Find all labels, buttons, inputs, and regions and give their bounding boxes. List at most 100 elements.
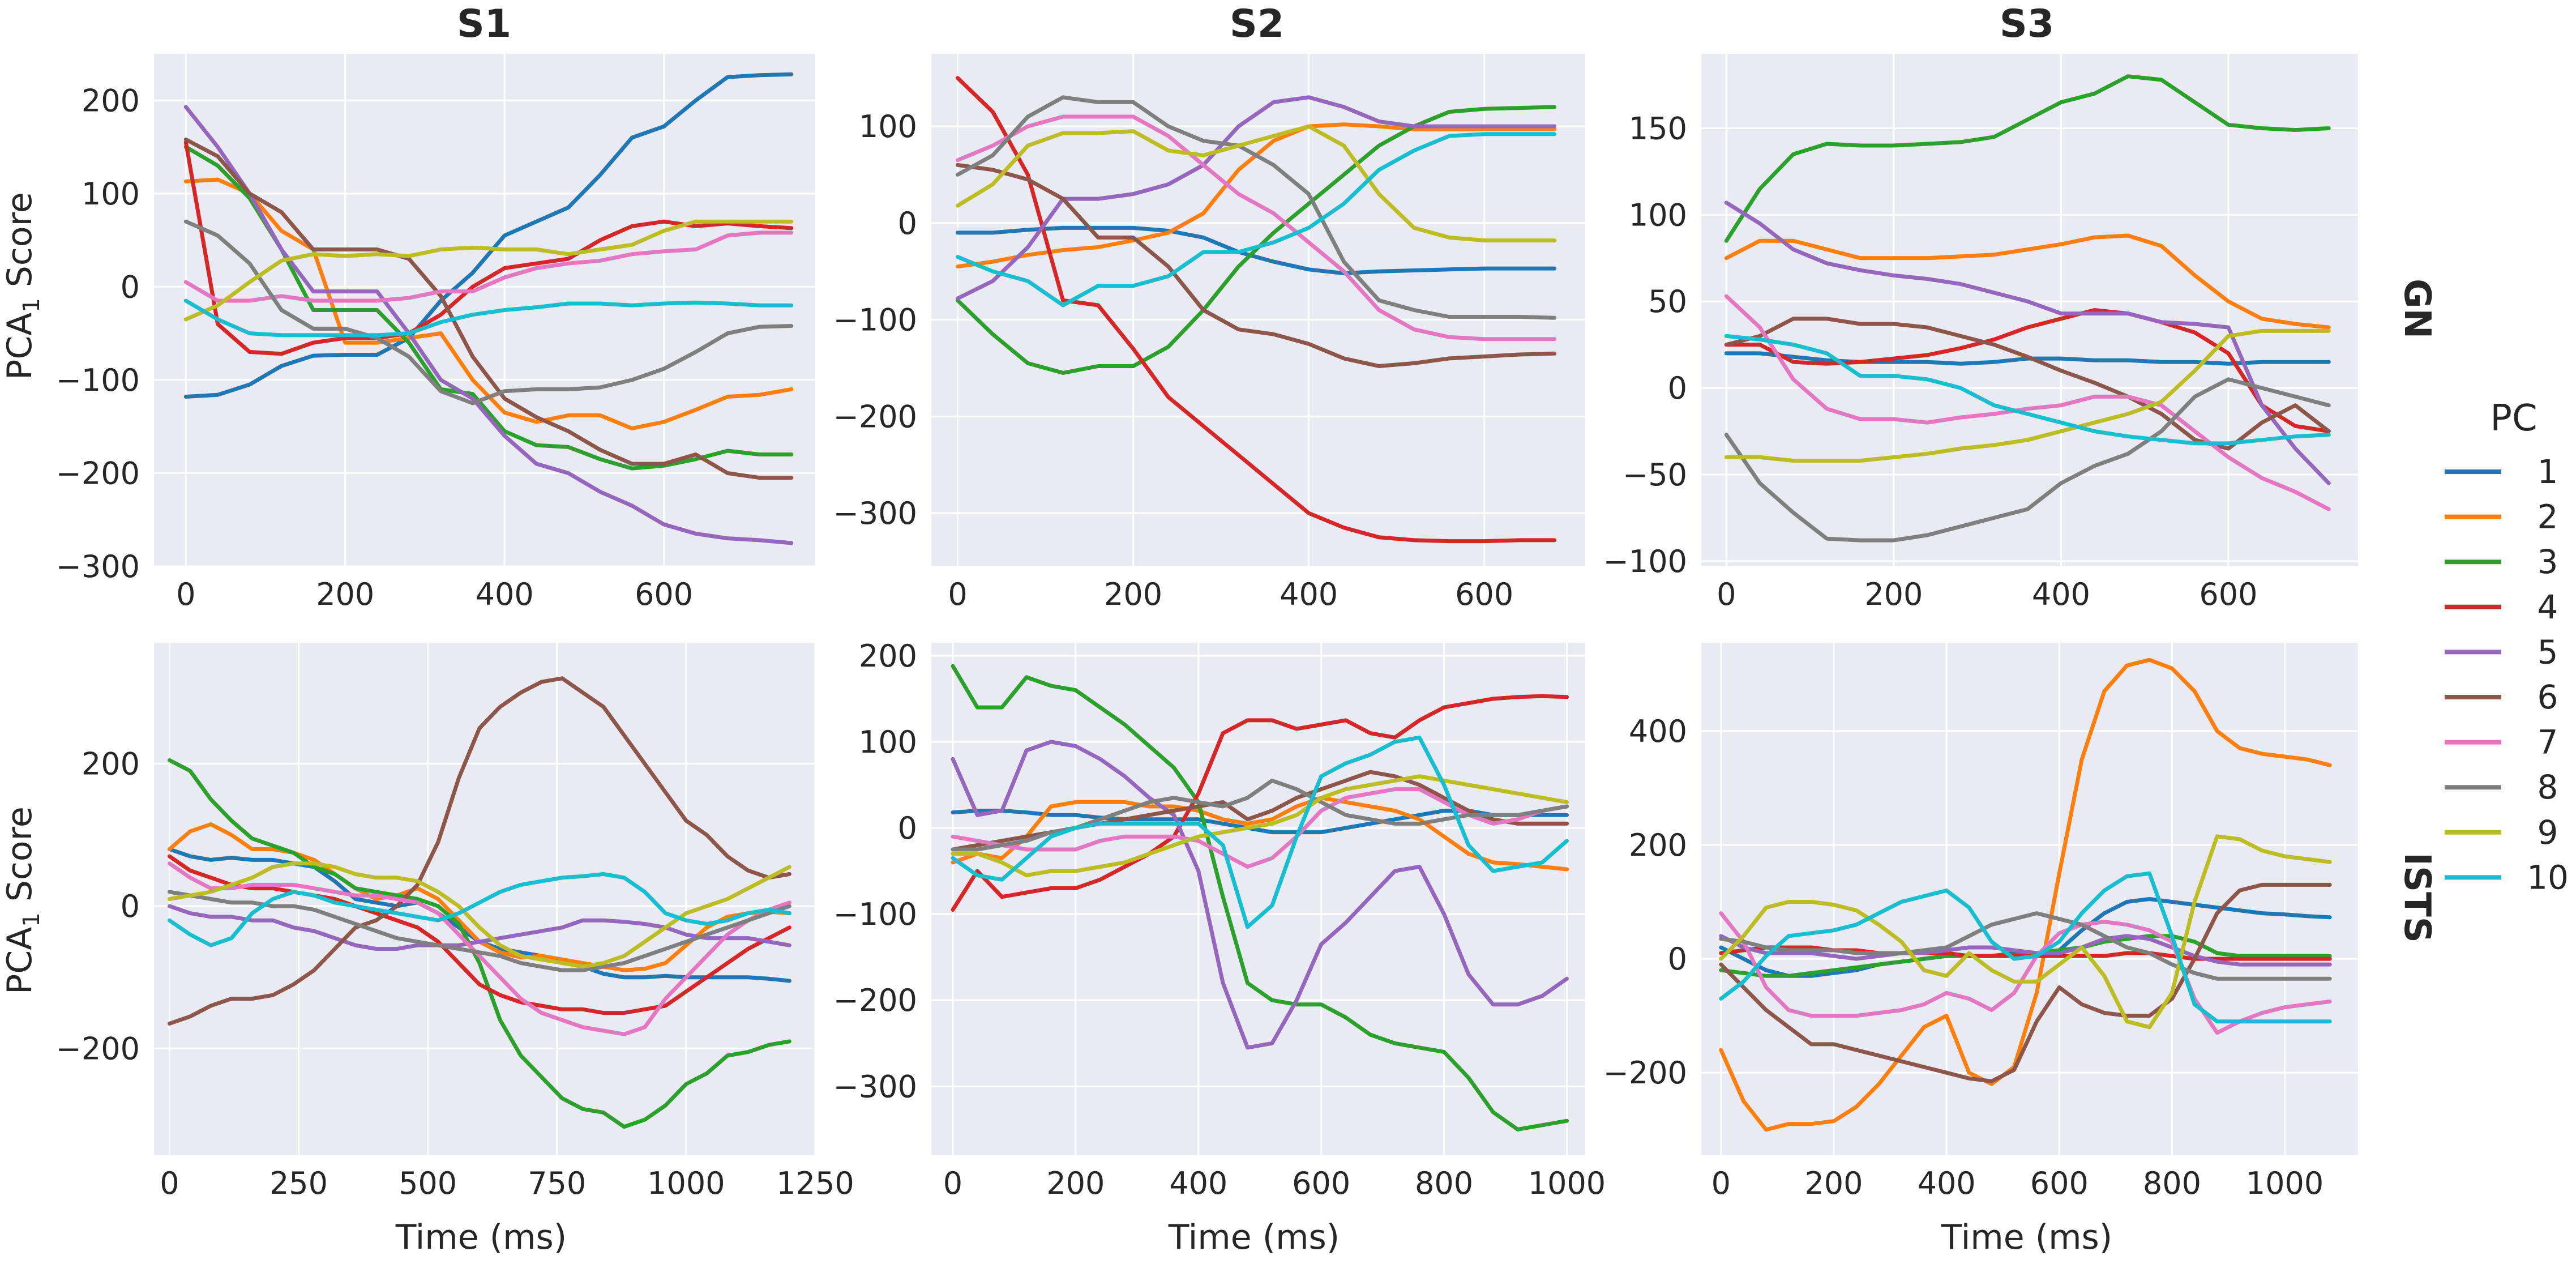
y-tick-label: 200	[859, 638, 917, 674]
series-line-pc10	[1724, 334, 2331, 446]
x-tick-label: 500	[399, 1165, 457, 1201]
x-tick-label: 1000	[647, 1165, 725, 1201]
panel-1: 0 200 400 600 −300 −200 −100 0 100 200	[56, 54, 815, 612]
y-tick-label: −100	[833, 302, 917, 338]
x-tick-label: 250	[269, 1165, 328, 1201]
ylabel-top-rest: Score	[0, 192, 40, 298]
panel-4: 0 250 500 750 1000 1250 −200 0 200	[56, 643, 854, 1201]
ylabel-top-sub: 1	[19, 298, 45, 312]
legend-label-pc7: 7	[2538, 723, 2558, 762]
series-line-pc5	[951, 740, 1569, 1050]
series-line-pc1	[183, 72, 794, 399]
x-tick-label: 0	[1717, 577, 1736, 612]
series-line-pc6	[1719, 882, 2332, 1083]
ylabel-bottom: PCA1 Score	[0, 806, 45, 994]
x-tick-label: 0	[943, 1165, 962, 1201]
series-line-pc8	[956, 95, 1557, 320]
y-tick-label: 50	[1648, 284, 1687, 319]
y-tick-label: 0	[121, 889, 140, 924]
col-title-s1: S1	[457, 2, 511, 46]
y-tick-label: 0	[121, 269, 140, 305]
x-tick-label: 800	[2143, 1165, 2201, 1201]
ylabel-bottom-rest: Score	[0, 806, 40, 912]
legend-label-pc3: 3	[2538, 543, 2558, 581]
series-line-pc6	[183, 137, 794, 480]
y-tick-label: −300	[56, 549, 140, 584]
y-tick-label: 100	[82, 176, 140, 212]
series-line-pc9	[951, 774, 1569, 878]
y-tick-label: −200	[1603, 1055, 1687, 1091]
series-line-pc8	[1724, 377, 2331, 543]
legend: PC 1 2 3 4 5 6 7 8 9 10	[2445, 398, 2569, 896]
legend-label-pc5: 5	[2538, 633, 2558, 671]
series-line-pc3	[167, 758, 791, 1129]
series-line-pc10	[183, 298, 794, 338]
row-label-gn: GN	[2396, 279, 2438, 339]
row-label-ists: ISTS	[2396, 852, 2438, 943]
series-group	[951, 664, 1569, 1131]
series-group	[1724, 74, 2331, 543]
y-tick-label: 0	[1668, 941, 1687, 977]
series-line-pc9	[1724, 328, 2331, 463]
legend-title: PC	[2490, 398, 2537, 439]
series-line-pc8	[183, 219, 794, 405]
panels: 0 200 400 600 −300 −200 −100 0 100 200 0 200 400 600 −…	[56, 54, 2358, 1201]
series-line-pc5	[183, 105, 794, 545]
x-tick-label: 1000	[1528, 1165, 1606, 1201]
x-tick-label: 400	[1918, 1165, 1976, 1201]
panel-5: 0 200 400 600 800 1000 −300 −200 −100 0 100 200	[833, 638, 1606, 1201]
legend-label-pc9: 9	[2538, 813, 2558, 852]
x-tick-label: 600	[2199, 577, 2257, 612]
y-tick-label: 100	[859, 724, 917, 760]
legend-label-pc10: 10	[2527, 858, 2569, 896]
series-line-pc4	[183, 140, 794, 356]
xlabel-s1: Time (ms)	[395, 1218, 567, 1257]
x-tick-label: 400	[476, 577, 534, 612]
series-line-pc7	[167, 861, 791, 1036]
xlabel-s2: Time (ms)	[1168, 1218, 1340, 1257]
series-line-pc5	[167, 904, 791, 951]
series-line-pc3	[1724, 74, 2331, 243]
series-line-pc10	[167, 872, 791, 947]
legend-label-pc6: 6	[2538, 678, 2558, 716]
series-line-pc5	[1724, 200, 2331, 485]
legend-label-pc8: 8	[2538, 768, 2558, 806]
series-line-pc7	[183, 230, 794, 303]
x-tick-label: 750	[528, 1165, 586, 1201]
y-tick-label: −300	[833, 1069, 917, 1104]
series-group	[167, 676, 791, 1129]
series-line-pc7	[1719, 911, 2332, 1035]
series-line-pc4	[951, 694, 1569, 912]
col-title-s3: S3	[2000, 2, 2054, 46]
y-tick-label: −200	[833, 399, 917, 434]
x-tick-label: 1250	[776, 1165, 854, 1201]
ylabel-bottom-main: PCA	[0, 927, 40, 994]
series-line-pc4	[956, 76, 1557, 544]
series-line-pc7	[951, 787, 1569, 869]
series-line-pc10	[951, 735, 1569, 929]
series-line-pc2	[1724, 233, 2331, 330]
series-line-pc6	[956, 163, 1557, 368]
y-tick-label: −100	[56, 362, 140, 398]
y-tick-label: 150	[1629, 110, 1687, 146]
y-tick-label: 400	[1629, 714, 1687, 749]
series-group	[956, 76, 1557, 544]
plot-area	[1701, 54, 2358, 566]
col-title-s2: S2	[1230, 2, 1284, 46]
x-tick-label: 600	[1455, 577, 1513, 612]
x-tick-label: 0	[160, 1165, 179, 1201]
legend-label-pc4: 4	[2538, 588, 2558, 626]
series-line-pc4	[167, 854, 791, 1015]
legend-label-pc2: 2	[2538, 498, 2558, 536]
x-tick-label: 0	[176, 577, 195, 612]
series-line-pc10	[956, 132, 1557, 308]
y-tick-label: 200	[1629, 827, 1687, 863]
series-line-pc9	[1719, 834, 2332, 1030]
series-line-pc4	[1724, 308, 2331, 433]
y-tick-label: 100	[1629, 197, 1687, 233]
y-tick-label: 0	[898, 206, 917, 241]
series-line-pc5	[956, 95, 1557, 301]
legend-label-pc1: 1	[2538, 452, 2558, 491]
x-tick-label: 600	[2030, 1165, 2089, 1201]
